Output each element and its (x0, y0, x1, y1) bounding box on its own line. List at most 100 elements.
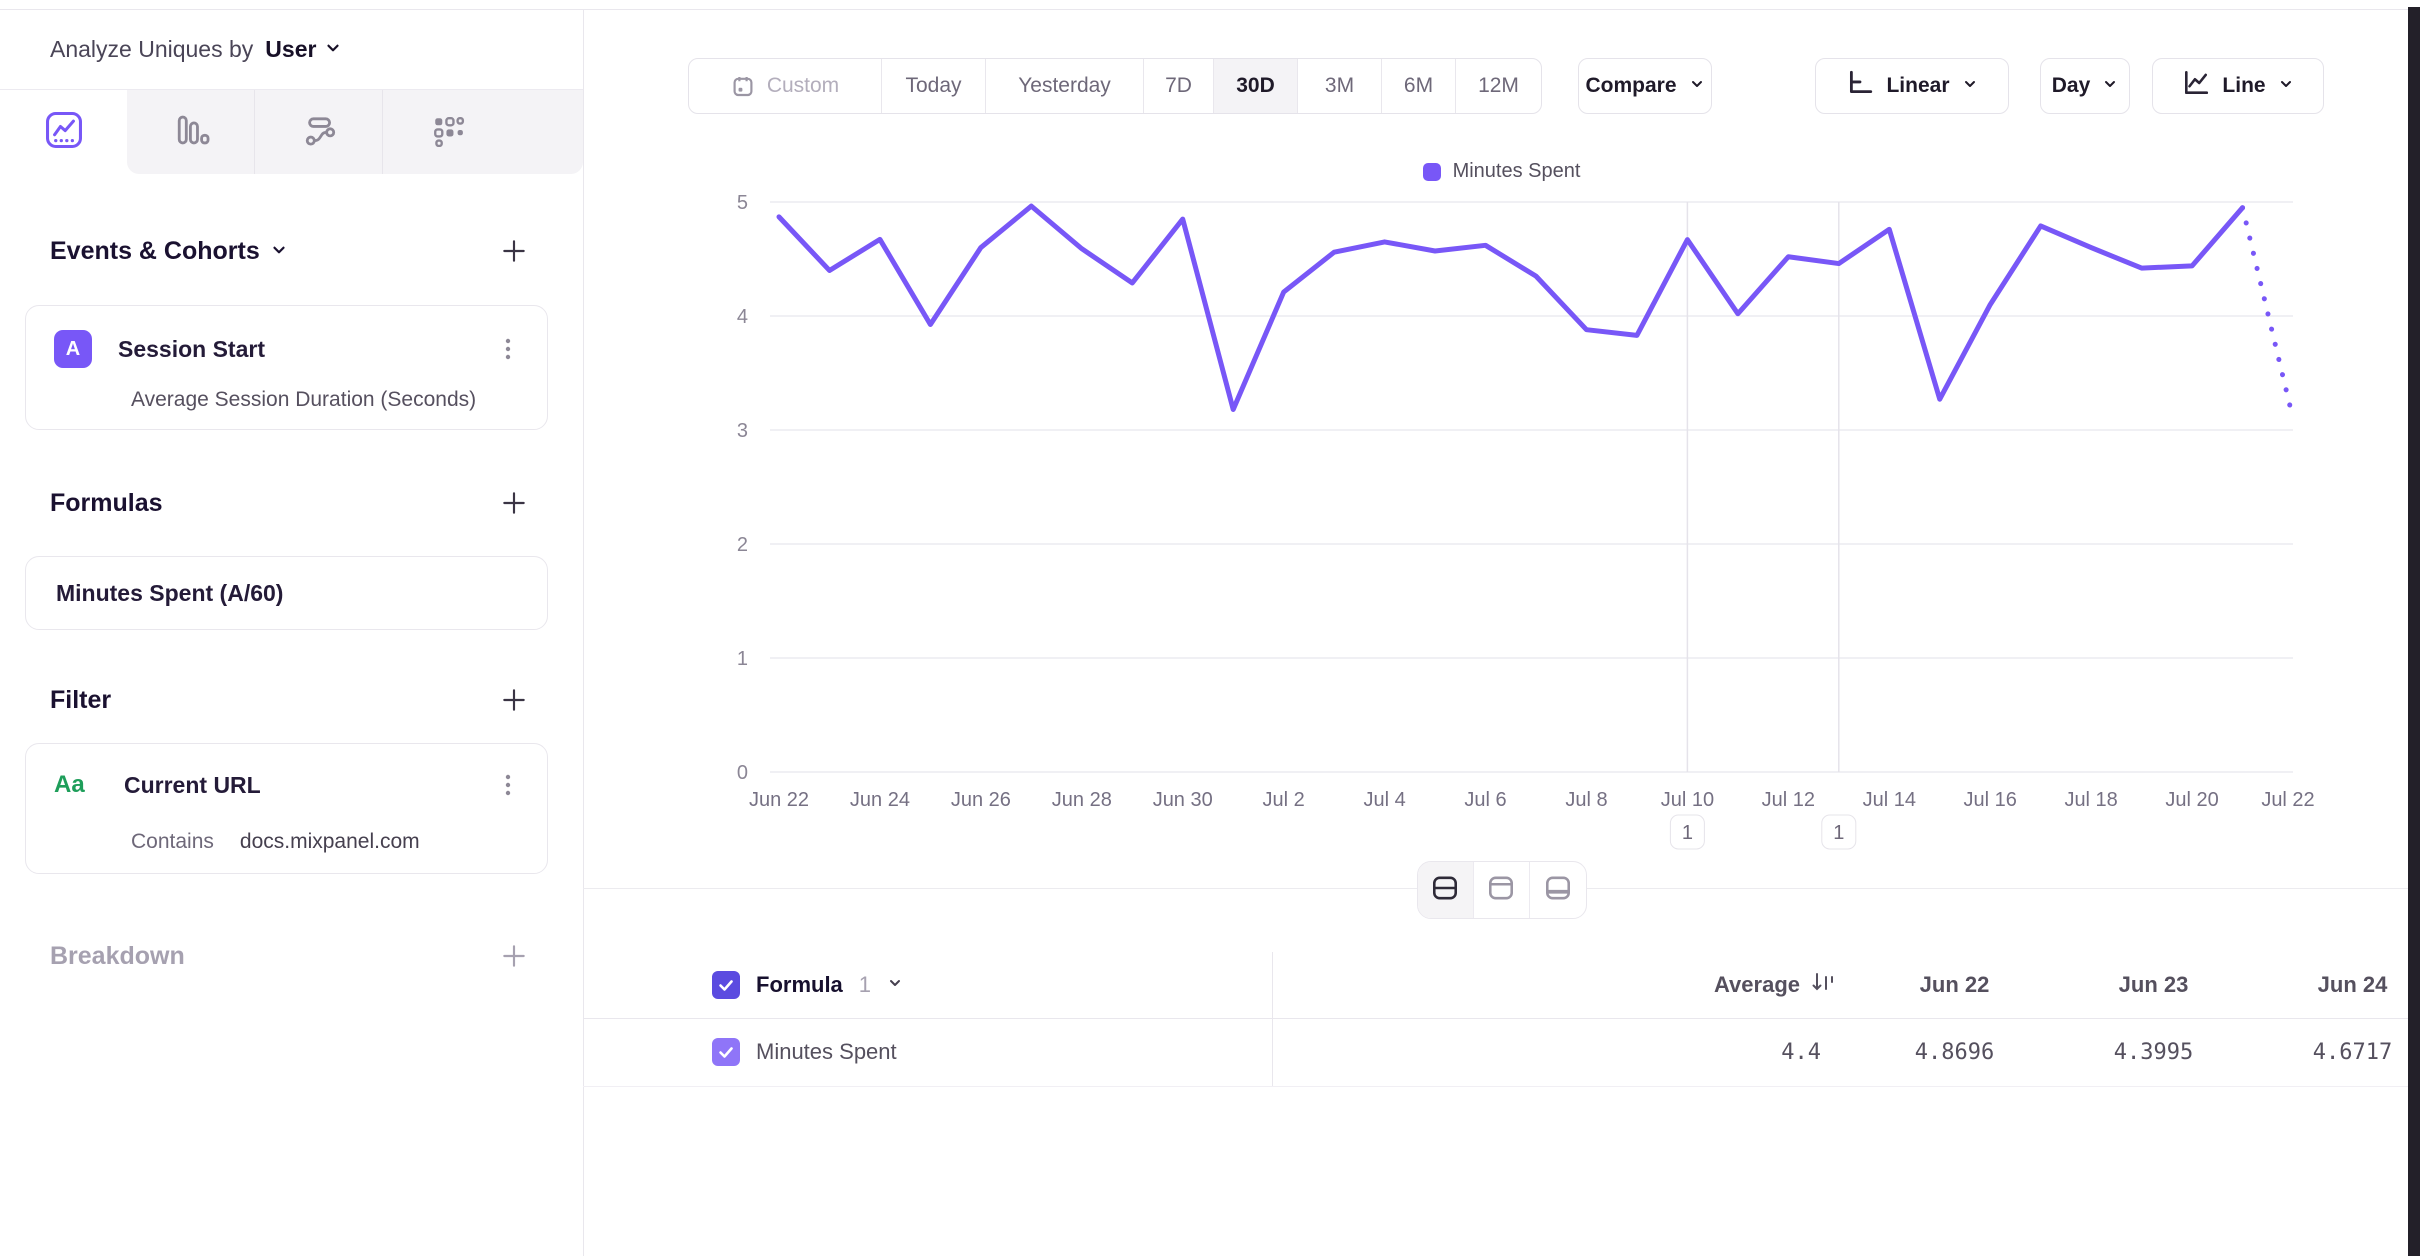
flow-chart-icon (299, 110, 339, 155)
x-axis-label-jul-18: Jul 18 (2064, 789, 2117, 811)
formula-expression: Minutes Spent (A/60) (56, 579, 284, 606)
scale-dropdown[interactable]: Linear (1815, 58, 2009, 114)
range-yesterday[interactable]: Yesterday (986, 59, 1144, 113)
filter-operator[interactable]: Contains (131, 830, 214, 853)
chart-legend: Minutes Spent (583, 160, 2420, 183)
linear-scale-icon (1846, 69, 1874, 103)
analyze-uniques-header: Analyze Uniques by User (0, 10, 583, 90)
x-axis-label-jul-2: Jul 2 (1263, 789, 1305, 811)
tab-retention[interactable] (382, 90, 510, 174)
range-6m[interactable]: 6M (1382, 59, 1456, 113)
add-event-button[interactable] (500, 237, 528, 265)
filter-card-current-url[interactable]: Aa Current URL Contains docs.mixpanel.co… (25, 743, 548, 874)
range-label: 7D (1165, 74, 1192, 97)
range-custom[interactable]: Custom (689, 59, 882, 113)
range-3m[interactable]: 3M (1298, 59, 1382, 113)
compare-dropdown[interactable]: Compare (1578, 58, 1712, 114)
formula-group-checkbox[interactable] (712, 971, 740, 999)
report-tabs (0, 90, 583, 174)
range-label: 6M (1403, 74, 1434, 97)
range-today[interactable]: Today (882, 59, 986, 113)
chevron-down-icon (1689, 74, 1705, 98)
events-cohorts-title: Events & Cohorts (50, 236, 260, 265)
filter-menu-button[interactable] (493, 768, 523, 802)
chevron-down-icon[interactable] (270, 237, 288, 266)
add-breakdown-button[interactable] (500, 942, 528, 970)
tab-insights[interactable] (0, 90, 127, 174)
grid-dots-icon (427, 110, 467, 155)
chart-type-dropdown[interactable]: Line (2152, 58, 2324, 114)
event-card-session-start[interactable]: A Session Start Average Session Duration… (25, 305, 548, 430)
series-row-label[interactable]: Minutes Spent (756, 1039, 897, 1064)
x-axis-label-jul-6: Jul 6 (1464, 789, 1506, 811)
insights-line-chart: 0 1 2 3 4 5 1 1 Jun 22 Jun 24 Jun 26 Jun 28 Jun 30 Ju… (737, 192, 2315, 850)
date-column-header-jun-24[interactable]: Jun 24 (2317, 972, 2388, 997)
uniques-by-value: User (265, 36, 317, 62)
range-label: 12M (1478, 74, 1519, 97)
calendar-icon (731, 74, 755, 98)
compare-label: Compare (1585, 74, 1677, 97)
scale-label: Linear (1886, 74, 1950, 97)
range-7d[interactable]: 7D (1144, 59, 1214, 113)
series-line-minutes-spent[interactable] (776, 203, 2246, 412)
events-cohorts-heading: Events & Cohorts (50, 233, 528, 269)
filter-value[interactable]: docs.mixpanel.com (239, 830, 420, 853)
tab-flows[interactable] (254, 90, 382, 174)
x-axis-label-jul-16: Jul 16 (1964, 789, 2017, 811)
granularity-dropdown[interactable]: Day (2040, 58, 2130, 114)
x-axis-label-jul-8: Jul 8 (1565, 789, 1607, 811)
event-menu-button[interactable] (493, 332, 523, 366)
tab-bar-chart[interactable] (127, 90, 254, 174)
vertical-scrollbar[interactable] (2408, 7, 2420, 1256)
add-filter-button[interactable] (500, 686, 528, 714)
panel-bottom-icon (1543, 873, 1573, 908)
bar-chart-icon (171, 110, 211, 155)
annotation-badge-jul-10[interactable] (1669, 814, 1705, 850)
y-axis-label-0: 0 (737, 762, 748, 784)
event-aggregation[interactable]: Average Session Duration (Seconds) (131, 388, 477, 411)
chevron-down-icon[interactable] (887, 975, 903, 996)
breakdown-title: Breakdown (50, 941, 185, 970)
formulas-heading: Formulas (50, 485, 528, 521)
view-chart-only-button[interactable] (1472, 862, 1529, 918)
series-line-incomplete-segment[interactable] (2240, 205, 2296, 422)
formulas-title: Formulas (50, 488, 163, 517)
sort-icon[interactable] (1810, 970, 1838, 1000)
line-chart-icon (44, 110, 84, 155)
date-column-header-jun-22[interactable]: Jun 22 (1919, 972, 1990, 997)
chevron-down-icon (2102, 74, 2118, 98)
range-12m[interactable]: 12M (1456, 59, 1541, 113)
x-axis-label-jul-22: Jul 22 (2261, 789, 2314, 811)
range-label: Custom (766, 74, 840, 97)
average-column-header[interactable]: Average (1713, 972, 1800, 997)
range-label: 3M (1324, 74, 1355, 97)
table-row-minutes-spent: Minutes Spent 4.4 4.86964.39954.67173.92… (583, 1018, 2420, 1087)
view-toggle-wrap (583, 861, 2420, 919)
series-row-checkbox[interactable] (712, 1038, 740, 1066)
table-column-divider (1272, 952, 1273, 1086)
formula-group-label[interactable]: Formula (756, 972, 843, 997)
formula-card[interactable]: Minutes Spent (A/60) (25, 556, 548, 630)
date-column-header-jun-23[interactable]: Jun 23 (2118, 972, 2189, 997)
y-axis-label-2: 2 (737, 534, 748, 556)
page-top-border (0, 9, 2420, 10)
inactive-tabs-group (127, 90, 583, 174)
y-axis-label-1: 1 (737, 648, 748, 670)
query-builder-sidebar: Analyze Uniques by User (0, 10, 584, 1256)
range-label: 30D (1236, 74, 1275, 97)
view-split-button[interactable] (1417, 862, 1473, 918)
property-type-badge: Aa (54, 771, 85, 798)
add-formula-button[interactable] (500, 489, 528, 517)
series-legend-label[interactable]: Minutes Spent (1452, 160, 1581, 182)
x-axis-label-jul-20: Jul 20 (2165, 789, 2218, 811)
uniques-by-dropdown[interactable]: User (265, 36, 342, 63)
date-range-control: Custom Today Yesterday 7D 30D 3M 6M 12M (688, 58, 1542, 114)
x-axis-label-jul-14: Jul 14 (1863, 789, 1916, 811)
view-table-only-button[interactable] (1529, 862, 1585, 918)
average-value: 4.4 (1781, 1039, 1821, 1065)
series-color-swatch[interactable] (1422, 162, 1441, 181)
annotation-badge-jul-13[interactable] (1821, 814, 1857, 850)
chevron-down-icon (2278, 74, 2294, 98)
range-30d[interactable]: 30D (1214, 59, 1298, 113)
line-chart-type-icon (2182, 69, 2210, 103)
